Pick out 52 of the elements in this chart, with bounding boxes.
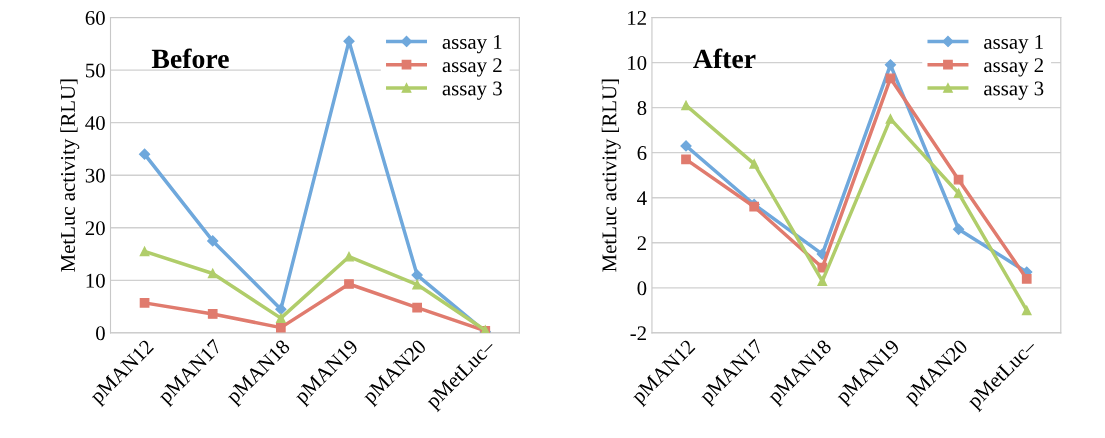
y-tick-label: -2 [630,326,646,341]
y-tick-label: 0 [96,326,105,341]
point [953,188,964,199]
legend-label: assay 2 [984,58,1043,77]
point [139,298,150,308]
point [952,223,965,235]
point [138,148,151,160]
point [1021,273,1032,284]
point [275,303,287,315]
y-axis-title: MetLuc activity [RLU] [601,79,621,272]
point [817,276,828,286]
y-axis-title: MetLuc activity [RLU] [60,79,80,272]
legend-label: assay 3 [984,81,1044,100]
point [681,100,691,111]
point [681,154,691,165]
point [680,140,692,152]
point [885,114,896,124]
y-tick-label: 12 [628,10,646,25]
point [412,279,422,290]
y-tick-label: 20 [85,221,105,236]
point [139,246,150,257]
y-tick-label: 40 [85,116,105,131]
point [275,313,286,324]
text: Before [151,48,229,69]
y-tick-label: 4 [637,191,647,205]
point [207,235,219,247]
point [953,174,964,185]
legend-label: assay 1 [984,35,1043,54]
y-tick-label: 60 [85,10,105,25]
point [885,73,896,84]
y-tick-label: 10 [628,55,647,70]
y-tick-label: 6 [637,146,647,161]
point [344,279,354,289]
y-tick-label: 30 [85,168,105,183]
y-tick-label: 8 [637,101,647,116]
y-tick-label: 50 [86,63,105,78]
legend-label: assay 3 [442,81,502,100]
point [207,268,218,279]
point [749,159,760,169]
point [411,269,423,281]
y-tick-label: 2 [637,236,646,251]
point [344,251,354,262]
point [884,59,897,71]
point [207,309,218,319]
text: After [693,48,756,69]
point [412,302,422,313]
point [1021,305,1032,316]
legend-label: assay 2 [442,58,502,77]
point [275,322,286,333]
legend-label: assay 1 [442,35,502,54]
y-tick-label: 0 [637,281,647,296]
y-tick-label: 10 [86,273,105,288]
